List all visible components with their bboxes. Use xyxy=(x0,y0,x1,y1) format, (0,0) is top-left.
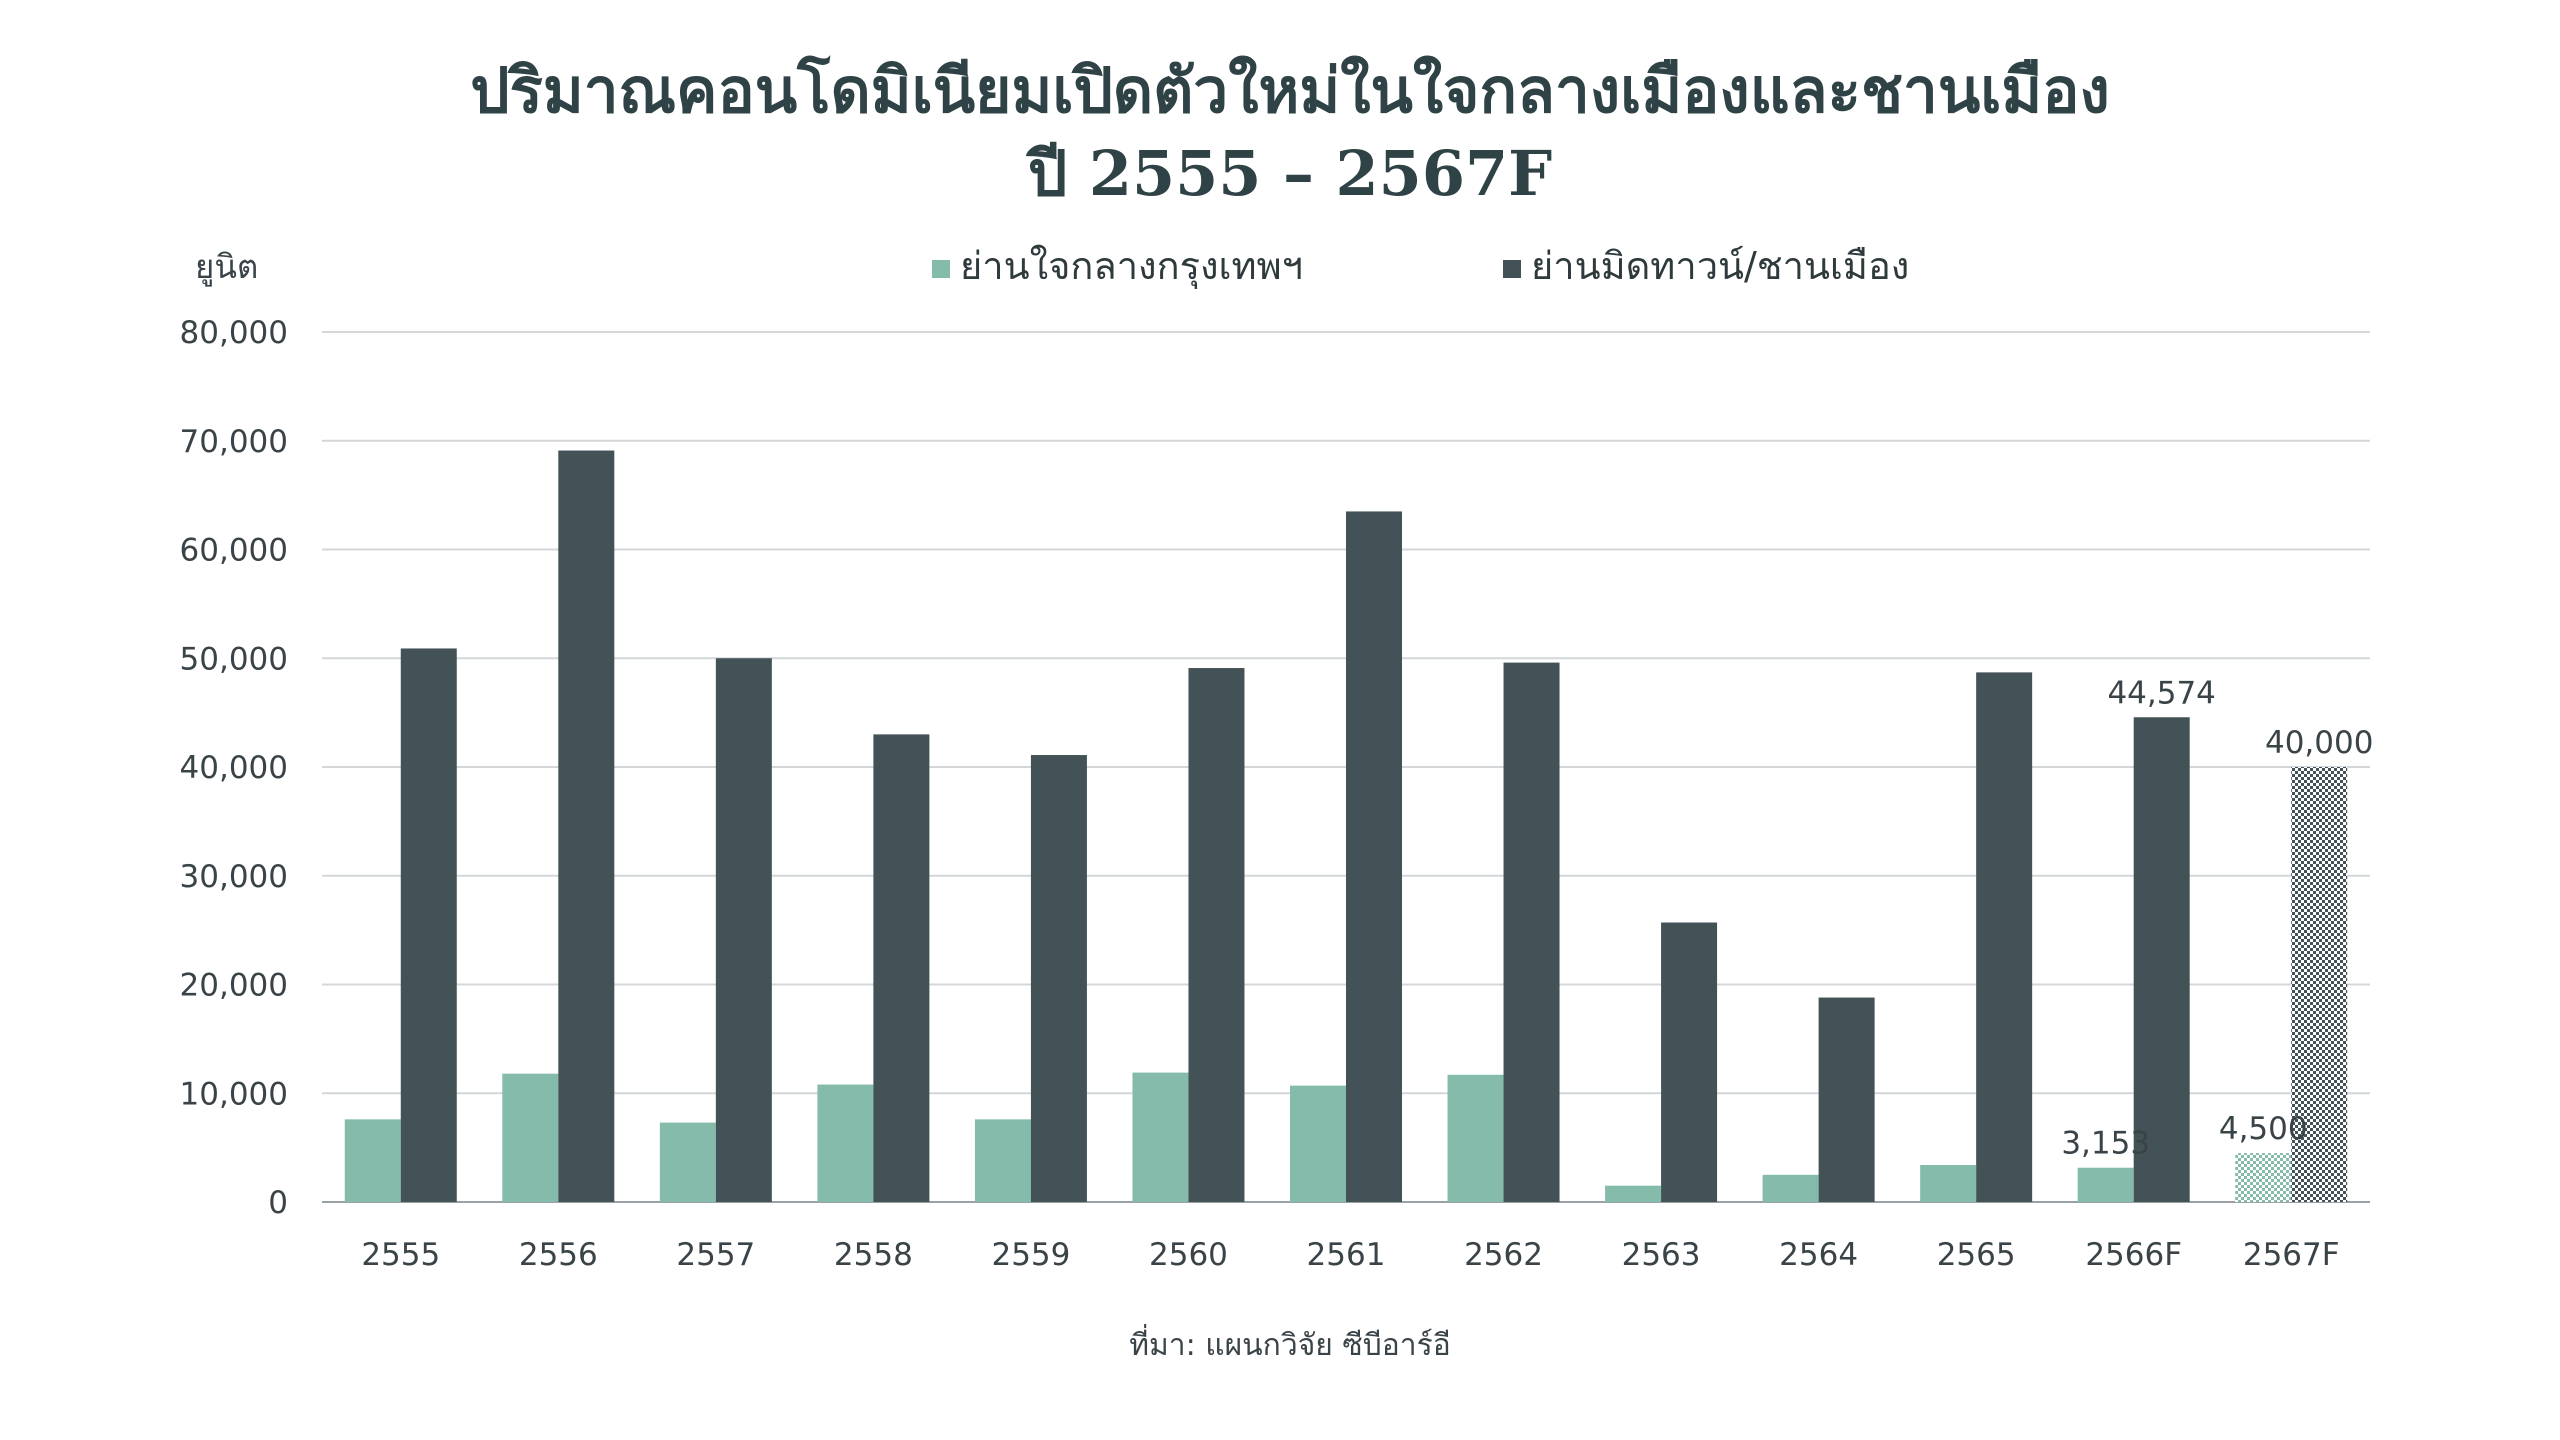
bar-midtown-2557 xyxy=(715,658,772,1202)
bar-midtown-2567F xyxy=(2291,767,2348,1202)
x-tick-label-2557: 2557 xyxy=(676,1237,755,1273)
y-tick-label: 40,000 xyxy=(180,750,288,786)
legend-swatch-midtown xyxy=(1503,260,1521,278)
x-axis-ticks: 2555 2556 2557 2558 2559 2560 2561 2562 2563 2564… xyxy=(361,1237,2339,1273)
chart-title-line2: ปี 2555 – 2567F xyxy=(1025,137,1552,210)
y-tick-label: 80,000 xyxy=(180,315,288,351)
x-tick-label-2563: 2563 xyxy=(1622,1237,1701,1273)
legend-label-midtown: ย่านมิดทาวน์/ชานเมือง xyxy=(1531,244,1909,288)
source-note: ที่มา: แผนกวิจัย ซีบีอาร์อี xyxy=(1129,1324,1451,1363)
data-labels: 3,153 44,574 4,500 40,000 xyxy=(2061,675,2373,1161)
bar-midtown-2558 xyxy=(873,734,930,1202)
y-axis-unit-label: ยูนิต xyxy=(195,247,258,287)
x-tick-label-2560: 2560 xyxy=(1149,1237,1228,1273)
x-tick-label-2559: 2559 xyxy=(991,1237,1070,1273)
x-tick-label-2558: 2558 xyxy=(834,1237,913,1273)
data-label-inner-city-2567F: 4,500 xyxy=(2219,1111,2308,1147)
bar-inner-city-2567F xyxy=(2235,1153,2292,1202)
x-tick-label-2566F: 2566F xyxy=(2085,1237,2182,1273)
y-tick-label: 60,000 xyxy=(180,533,288,569)
chart-title-line1: ปริมาณคอนโดมิเนียมเปิดตัวใหม่ในใจกลางเมื… xyxy=(470,54,2110,127)
legend-swatch-inner-city xyxy=(932,260,950,278)
y-tick-label: 0 xyxy=(268,1185,288,1221)
x-tick-label-2561: 2561 xyxy=(1307,1237,1386,1273)
bar-midtown-2561 xyxy=(1346,511,1402,1202)
bar-inner-city-2561 xyxy=(1290,1085,1346,1202)
x-tick-label-2564: 2564 xyxy=(1779,1237,1858,1273)
bar-midtown-2560 xyxy=(1188,668,1245,1202)
bar-inner-city-2566F xyxy=(2077,1167,2134,1202)
x-tick-label-2555: 2555 xyxy=(361,1237,440,1273)
bar-midtown-2564 xyxy=(1818,997,1875,1202)
x-tick-label-2567F: 2567F xyxy=(2243,1237,2340,1273)
bar-midtown-2556 xyxy=(558,450,615,1203)
bar-inner-city-2559 xyxy=(974,1119,1031,1202)
bar-inner-city-2562 xyxy=(1447,1074,1504,1202)
bar-midtown-2562 xyxy=(1503,662,1560,1202)
bar-inner-city-2565 xyxy=(1920,1165,1977,1202)
x-tick-label-2556: 2556 xyxy=(519,1237,598,1273)
bar-midtown-2555 xyxy=(400,648,457,1202)
y-tick-label: 70,000 xyxy=(180,424,288,460)
bar-midtown-2565 xyxy=(1976,672,2033,1202)
bar-midtown-2563 xyxy=(1661,922,1718,1202)
y-tick-label: 30,000 xyxy=(180,859,288,895)
y-tick-label: 20,000 xyxy=(180,968,288,1004)
bar-inner-city-2556 xyxy=(502,1073,559,1202)
y-axis-ticks: 0 10,000 20,000 30,000 40,000 50,000 60,000 70,… xyxy=(180,315,288,1221)
y-tick-label: 10,000 xyxy=(180,1076,288,1112)
data-label-midtown-2567F: 40,000 xyxy=(2265,725,2373,761)
legend: ย่านใจกลางกรุงเทพฯ ย่านมิดทาวน์/ชานเมือง xyxy=(932,244,1909,289)
legend-label-inner-city: ย่านใจกลางกรุงเทพฯ xyxy=(960,244,1303,289)
bar-inner-city-2560 xyxy=(1132,1072,1189,1202)
y-tick-label: 50,000 xyxy=(180,641,288,677)
data-label-midtown-2566F: 44,574 xyxy=(2107,675,2215,711)
bar-inner-city-2558 xyxy=(817,1084,874,1202)
bar-inner-city-2557 xyxy=(659,1122,716,1202)
bar-midtown-2566F xyxy=(2133,717,2190,1202)
bar-inner-city-2563 xyxy=(1605,1185,1662,1202)
x-tick-label-2562: 2562 xyxy=(1464,1237,1543,1273)
bar-inner-city-2564 xyxy=(1762,1174,1819,1202)
bar-midtown-2559 xyxy=(1030,755,1087,1202)
bars xyxy=(344,450,2348,1203)
data-label-inner-city-2566F: 3,153 xyxy=(2061,1126,2150,1162)
bar-inner-city-2555 xyxy=(344,1119,401,1202)
x-tick-label-2565: 2565 xyxy=(1937,1237,2016,1273)
